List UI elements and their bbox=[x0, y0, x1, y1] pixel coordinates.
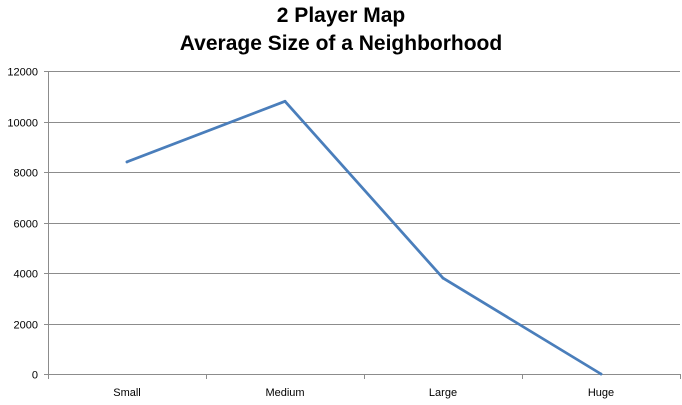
data-point-large bbox=[441, 276, 445, 280]
series-layer bbox=[125, 99, 603, 376]
chart-title: 2 Player Map bbox=[276, 4, 406, 27]
series-line-0 bbox=[125, 99, 603, 376]
y-tick-label-2000: 2000 bbox=[14, 320, 38, 332]
gridlines bbox=[48, 71, 680, 325]
data-point-huge bbox=[599, 372, 603, 376]
y-tick-label-10000: 10000 bbox=[7, 118, 38, 130]
y-tick-label-4000: 4000 bbox=[14, 269, 38, 281]
y-tick-label-8000: 8000 bbox=[14, 168, 38, 180]
y-tick-label-0: 0 bbox=[32, 370, 38, 382]
x-tick-label-medium: Medium bbox=[265, 387, 304, 399]
chart-subtitle: Average Size of a Neighborhood bbox=[179, 32, 503, 55]
y-tick-label-12000: 12000 bbox=[7, 67, 38, 79]
x-axis-tick-labels: Small Medium Large Huge bbox=[113, 387, 614, 399]
chart-title-block: 2 Player Map Average Size of a Neighborh… bbox=[0, 2, 682, 58]
data-point-small bbox=[125, 160, 129, 164]
x-tick-label-large: Large bbox=[429, 387, 457, 399]
axes bbox=[44, 71, 681, 379]
data-point-medium bbox=[283, 99, 287, 103]
y-tick-label-6000: 6000 bbox=[14, 219, 38, 231]
x-tick-label-huge: Huge bbox=[588, 387, 614, 399]
y-axis-tick-labels: 0 2000 4000 6000 8000 10000 12000 bbox=[7, 67, 38, 382]
x-tick-label-small: Small bbox=[113, 387, 141, 399]
